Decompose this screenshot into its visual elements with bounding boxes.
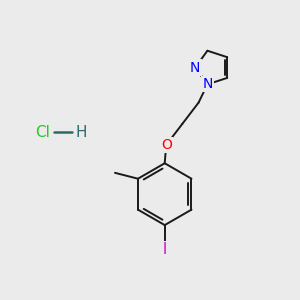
Text: N: N — [190, 61, 200, 74]
Text: I: I — [163, 242, 167, 257]
Text: Cl: Cl — [35, 125, 50, 140]
Text: N: N — [202, 77, 213, 91]
Text: H: H — [75, 125, 87, 140]
Text: O: O — [161, 138, 172, 152]
